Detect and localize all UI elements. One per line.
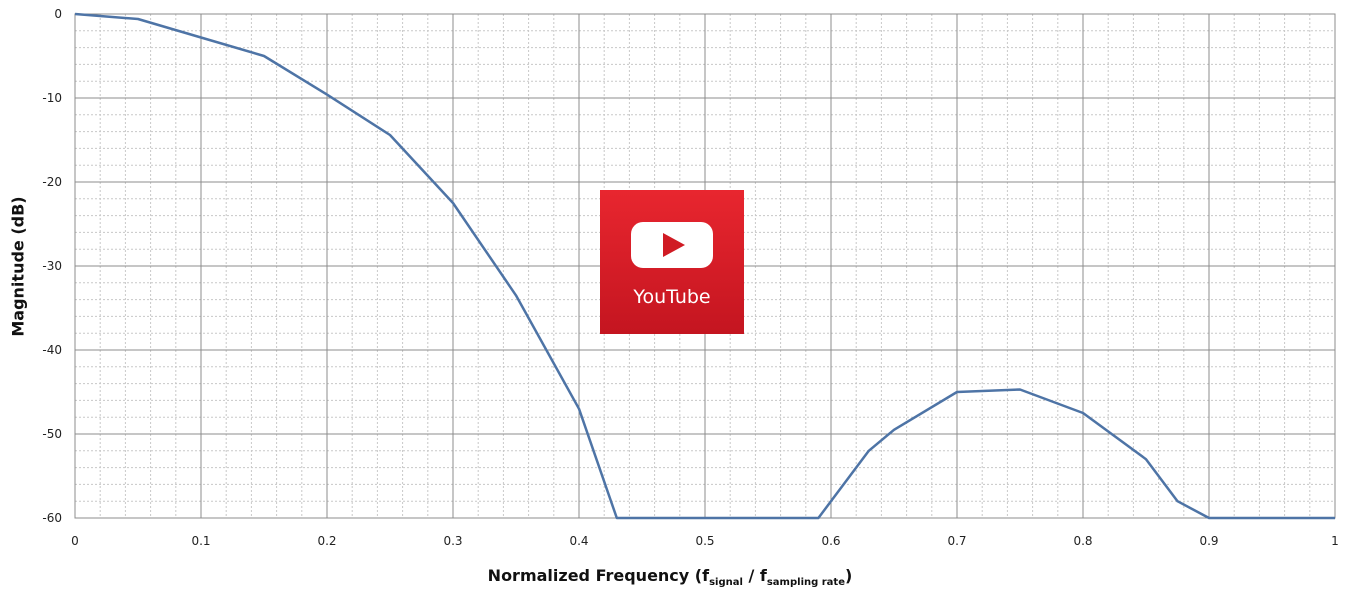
youtube-play-badge[interactable]: YouTube	[600, 190, 744, 334]
y-tick-label: -30	[42, 259, 62, 273]
youtube-label: YouTube	[633, 286, 711, 308]
x-tick-label: 0.8	[1073, 534, 1092, 548]
x-axis-title-end: )	[845, 566, 853, 585]
y-tick-label: 0	[54, 7, 62, 21]
x-tick-label: 0.7	[947, 534, 966, 548]
x-axis-title-sub-signal: signal	[709, 577, 743, 589]
x-tick-label: 0.3	[443, 534, 462, 548]
x-axis-title-sub-sampling: sampling rate	[766, 577, 845, 589]
y-tick-label: -10	[42, 91, 62, 105]
x-axis-title-mid: / f	[742, 566, 767, 585]
play-triangle-icon	[663, 233, 685, 257]
y-tick-label: -40	[42, 343, 62, 357]
x-axis-title-main: Normalized Frequency (f	[487, 566, 710, 585]
x-tick-label: 0.6	[821, 534, 840, 548]
y-tick-label: -60	[42, 511, 62, 525]
play-button-icon[interactable]	[631, 222, 713, 268]
x-tick-label: 1	[1331, 534, 1339, 548]
x-axis-title: Normalized Frequency (fsignal / fsamplin…	[0, 566, 1210, 588]
y-tick-label: -20	[42, 175, 62, 189]
x-tick-label: 0.5	[695, 534, 714, 548]
x-tick-labels: 0 0.1 0.2 0.3 0.4 0.5 0.6 0.7 0.8 0.9 1	[71, 534, 1339, 548]
x-tick-label: 0.4	[569, 534, 588, 548]
x-tick-label: 0	[71, 534, 79, 548]
series-layer	[74, 12, 1336, 520]
y-tick-label: -50	[42, 427, 62, 441]
x-tick-label: 0.9	[1199, 534, 1218, 548]
x-tick-label: 0.1	[191, 534, 210, 548]
y-axis-title: Magnitude (dB)	[8, 196, 28, 337]
x-tick-label: 0.2	[317, 534, 336, 548]
y-tick-labels: 0 -10 -20 -30 -40 -50 -60	[42, 7, 62, 525]
